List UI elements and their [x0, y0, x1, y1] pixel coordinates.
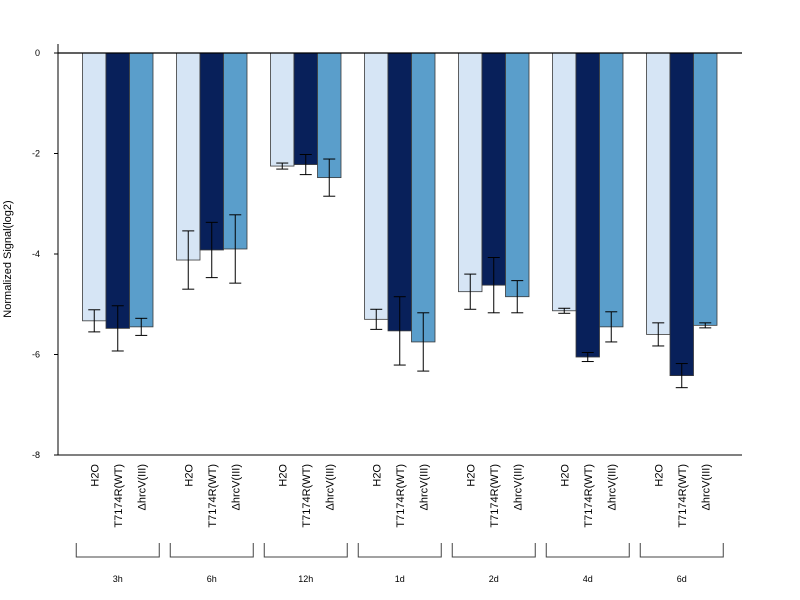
bar	[82, 52, 107, 322]
category-label: T7174R(WT)	[677, 464, 689, 528]
category-label: H2O	[465, 464, 477, 487]
category-label: T7174R(WT)	[113, 464, 125, 528]
group-bracket	[451, 543, 536, 558]
bar	[505, 52, 530, 298]
category-label: H2O	[371, 464, 383, 487]
bar	[364, 52, 389, 320]
y-tick-label: -6	[32, 350, 40, 360]
group-label: 6d	[677, 574, 687, 584]
group-bracket	[75, 543, 160, 558]
error-bars	[88, 154, 712, 389]
group-bracket	[263, 543, 348, 558]
bar	[105, 52, 130, 329]
bar	[270, 52, 295, 167]
group-label: 2d	[489, 574, 499, 584]
category-label: T7174R(WT)	[301, 464, 313, 528]
y-axis-label: Normalized Signal(log2)	[2, 200, 14, 317]
category-label: H2O	[559, 464, 571, 487]
category-label: ΔhrcV(III)	[418, 464, 430, 510]
y-tick-label: 0	[35, 48, 40, 58]
group-label: 6h	[207, 574, 217, 584]
bar	[575, 52, 600, 358]
x-axis: H2O T7174R(WT) ΔhrcV(III) H2O T7174R(WT) Δhrc…	[58, 52, 742, 584]
category-label: T7174R(WT)	[207, 464, 219, 528]
category-label: H2O	[89, 464, 101, 487]
bar	[646, 52, 671, 335]
group-label: 12h	[298, 574, 313, 584]
category-label: ΔhrcV(III)	[324, 464, 336, 510]
category-label: T7174R(WT)	[489, 464, 501, 528]
category-label: ΔhrcV(III)	[606, 464, 618, 510]
category-label: H2O	[183, 464, 195, 487]
group-bracket	[639, 543, 724, 558]
y-tick-label: -2	[32, 149, 40, 159]
bar	[552, 52, 577, 312]
y-tick-label: -8	[32, 450, 40, 460]
bar	[199, 52, 224, 251]
bar	[599, 52, 624, 328]
group-label: 4d	[583, 574, 593, 584]
category-label: ΔhrcV(III)	[230, 464, 242, 510]
bar	[693, 52, 718, 326]
bar	[669, 52, 694, 377]
group-bracket	[545, 543, 630, 558]
group-label: 1d	[395, 574, 405, 584]
bar	[176, 52, 201, 261]
group-bracket	[169, 543, 254, 558]
category-label: ΔhrcV(III)	[136, 464, 148, 510]
bar	[481, 52, 506, 286]
category-label: ΔhrcV(III)	[700, 464, 712, 510]
bars	[82, 52, 718, 377]
category-label: T7174R(WT)	[583, 464, 595, 528]
category-label: ΔhrcV(III)	[512, 464, 524, 510]
bar	[129, 52, 154, 328]
bar	[387, 52, 412, 332]
category-label: T7174R(WT)	[395, 464, 407, 528]
group-bracket	[357, 543, 442, 558]
y-tick-label: -4	[32, 249, 40, 259]
category-label: H2O	[277, 464, 289, 487]
bar	[293, 52, 318, 165]
category-label: H2O	[653, 464, 665, 487]
bar	[458, 52, 483, 293]
group-label: 3h	[113, 574, 123, 584]
y-axis: 0 -2 -4 -6 -8	[32, 44, 59, 460]
bar	[411, 52, 436, 343]
